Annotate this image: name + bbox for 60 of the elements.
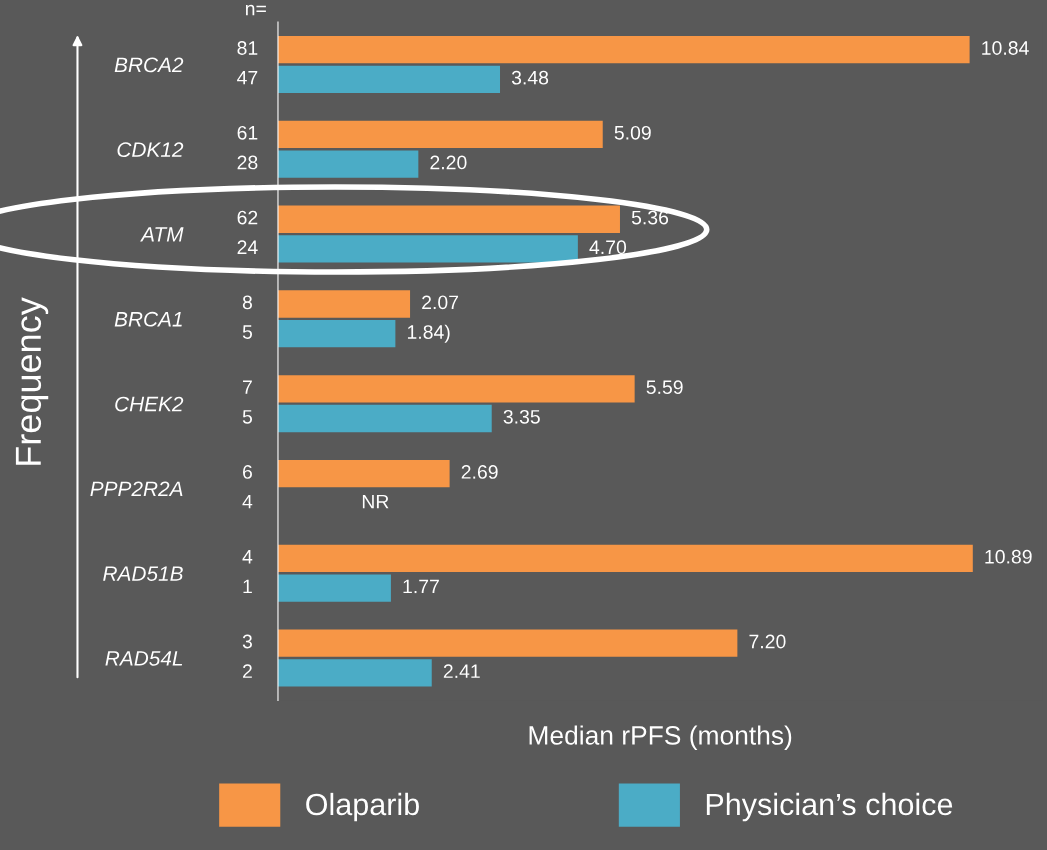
text: 4 bbox=[242, 550, 253, 564]
text: 24 bbox=[237, 240, 258, 254]
bar bbox=[277, 205, 620, 233]
y-tick-label: RAD51B bbox=[103, 566, 183, 581]
bar bbox=[277, 459, 450, 488]
bar bbox=[277, 65, 501, 93]
y-tick-label: PPP2R2A bbox=[90, 481, 183, 496]
y-tick-label: RAD54L bbox=[105, 651, 183, 666]
data-label: 10.89 bbox=[985, 549, 1032, 564]
legend-label: Physician’s choice bbox=[706, 792, 953, 822]
text: Frequency bbox=[15, 297, 49, 465]
y-tick-label: CHEK2 bbox=[115, 396, 184, 412]
data-label: 5.09 bbox=[614, 125, 651, 140]
data-label: 10.84 bbox=[982, 41, 1029, 55]
bar bbox=[277, 235, 578, 263]
data-label: 2.20 bbox=[430, 155, 467, 170]
data-label: 2.69 bbox=[461, 465, 498, 479]
bar bbox=[277, 290, 411, 318]
text: NR bbox=[362, 494, 389, 509]
data-label: 4.70 bbox=[589, 240, 627, 255]
bar bbox=[277, 544, 973, 573]
text: 47 bbox=[237, 70, 258, 85]
text: 7 bbox=[243, 380, 252, 394]
data-label: 7.20 bbox=[749, 634, 786, 649]
bar bbox=[277, 629, 738, 657]
text: 1 bbox=[243, 579, 252, 594]
y-tick-label: BRCA2 bbox=[114, 57, 184, 73]
text: 61 bbox=[237, 125, 258, 140]
text: 4 bbox=[242, 494, 253, 509]
data-label: 1.84) bbox=[407, 324, 450, 343]
text: 8 bbox=[242, 295, 252, 310]
data-label: 1.77 bbox=[403, 579, 439, 594]
text: 6 bbox=[243, 465, 252, 479]
y-tick-label: ATM bbox=[140, 227, 184, 242]
data-label: 5.36 bbox=[631, 210, 669, 225]
x-axis-title: Median rPFS (months) bbox=[529, 725, 792, 750]
text: 28 bbox=[237, 155, 258, 170]
data-label: 5.59 bbox=[646, 380, 683, 395]
bar bbox=[277, 150, 419, 178]
bar bbox=[277, 36, 970, 64]
text: 3 bbox=[242, 634, 252, 649]
text: 2 bbox=[242, 664, 252, 678]
bar bbox=[277, 375, 635, 403]
bar bbox=[277, 659, 432, 687]
data-label: 2.07 bbox=[422, 295, 459, 310]
data-label: 3.48 bbox=[511, 70, 549, 85]
y-tick-label: BRCA1 bbox=[114, 311, 182, 327]
bar bbox=[277, 120, 603, 149]
data-label: 2.41 bbox=[443, 664, 480, 678]
legend-label: Olaparib bbox=[306, 792, 419, 822]
bar bbox=[277, 320, 396, 348]
text: n= bbox=[245, 4, 266, 16]
bar bbox=[277, 404, 492, 433]
text: 62 bbox=[237, 210, 258, 225]
text: 81 bbox=[237, 41, 258, 55]
text: 5 bbox=[242, 410, 253, 424]
y-tick-label: CDK12 bbox=[117, 142, 184, 158]
text: 5 bbox=[242, 325, 253, 339]
data-label: 3.35 bbox=[503, 409, 540, 424]
bar bbox=[277, 574, 391, 602]
